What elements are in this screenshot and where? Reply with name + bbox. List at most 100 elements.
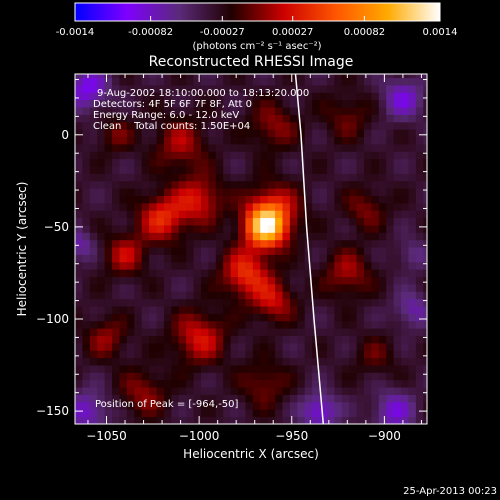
heatmap-cell <box>267 394 276 403</box>
heatmap-cell <box>75 92 83 101</box>
heatmap-cell <box>112 136 120 145</box>
heatmap-cell <box>252 202 261 211</box>
heatmap-cell <box>112 269 120 278</box>
heatmap-cell <box>223 291 232 300</box>
heatmap-cell <box>267 335 276 344</box>
heatmap-cell <box>319 188 328 196</box>
heatmap-cell <box>415 210 424 219</box>
heatmap-cell <box>223 77 232 86</box>
heatmap-cell <box>423 92 427 101</box>
heatmap-cell <box>401 372 409 381</box>
heatmap-cell <box>275 99 283 108</box>
heatmap-cell <box>275 158 283 167</box>
heatmap-cell <box>119 85 128 93</box>
annotation-clean-counts: Clean Total counts: 1.50E+04 <box>93 121 250 132</box>
heatmap-cell <box>230 92 239 101</box>
heatmap-cell <box>126 74 135 79</box>
heatmap-cell <box>371 254 380 263</box>
heatmap-cell <box>341 195 350 204</box>
heatmap-cell <box>223 394 232 403</box>
heatmap-cell <box>193 77 202 86</box>
heatmap-cell <box>364 254 372 263</box>
heatmap-cell <box>215 276 224 285</box>
heatmap-cell <box>341 320 350 329</box>
heatmap-cell <box>89 121 98 130</box>
heatmap-cell <box>126 217 135 226</box>
heatmap-cell <box>245 188 254 196</box>
heatmap-cell <box>341 85 350 93</box>
heatmap-cell <box>126 313 135 322</box>
heatmap-cell <box>289 239 298 248</box>
heatmap-cell <box>215 291 224 300</box>
heatmap-cell <box>141 210 150 219</box>
heatmap-cell <box>356 328 365 336</box>
heatmap-cell <box>386 269 395 278</box>
heatmap-cell <box>312 210 320 219</box>
heatmap-cell <box>341 114 350 123</box>
heatmap-cell <box>134 77 143 86</box>
heatmap-cell <box>245 328 254 336</box>
heatmap-cell <box>82 121 91 130</box>
heatmap-cell <box>119 195 128 204</box>
heatmap-cell <box>260 158 269 167</box>
heatmap-cell <box>371 232 380 241</box>
heatmap-cell <box>423 173 427 182</box>
heatmap-cell <box>319 365 328 373</box>
heatmap-cell <box>393 151 402 160</box>
heatmap-cell <box>89 269 98 278</box>
heatmap-cell <box>112 74 120 79</box>
heatmap-cell <box>378 166 387 174</box>
heatmap-cell <box>386 114 395 123</box>
heatmap-cell <box>141 291 150 300</box>
heatmap-cell <box>364 276 372 285</box>
heatmap-cell <box>82 306 91 314</box>
heatmap-cell <box>349 180 357 189</box>
heatmap-cell <box>97 284 106 292</box>
heatmap-cell <box>141 121 150 130</box>
heatmap-cell <box>89 335 98 344</box>
heatmap-cell <box>386 276 395 285</box>
heatmap-cell <box>119 269 128 278</box>
heatmap-cell <box>186 350 194 359</box>
heatmap-cell <box>230 306 239 314</box>
heatmap-cell <box>141 74 150 79</box>
heatmap-cell <box>104 269 113 278</box>
heatmap-cell <box>112 401 120 410</box>
heatmap-cell <box>245 401 254 410</box>
heatmap-cell <box>326 379 335 388</box>
heatmap-cell <box>260 365 269 373</box>
heatmap-cell <box>134 173 143 182</box>
heatmap-cell <box>326 387 335 395</box>
heatmap-cell <box>356 144 365 152</box>
heatmap-cell <box>178 247 187 255</box>
heatmap-cell <box>334 144 343 152</box>
heatmap-cell <box>386 335 395 344</box>
heatmap-cell <box>401 298 409 307</box>
heatmap-cell <box>89 107 98 115</box>
heatmap-cell <box>415 166 424 174</box>
heatmap-cell <box>319 357 328 366</box>
heatmap-cell <box>230 158 239 167</box>
heatmap-cell <box>119 74 128 79</box>
heatmap-cell <box>252 335 261 344</box>
heatmap-cell <box>267 92 276 101</box>
heatmap-cell <box>260 136 269 145</box>
heatmap-cell <box>408 320 417 329</box>
heatmap-cell <box>245 372 254 381</box>
heatmap-cell <box>341 92 350 101</box>
heatmap-cell <box>364 158 372 167</box>
heatmap-cell <box>349 107 357 115</box>
heatmap-cell <box>156 136 165 145</box>
heatmap-cell <box>163 158 172 167</box>
heatmap-cell <box>134 158 143 167</box>
heatmap-cell <box>238 195 246 204</box>
heatmap-cell <box>193 328 202 336</box>
heatmap-cell <box>238 121 246 130</box>
heatmap-cell <box>230 328 239 336</box>
heatmap-cell <box>282 188 291 196</box>
heatmap-cell <box>408 394 417 403</box>
heatmap-cell <box>104 254 113 263</box>
heatmap-cell <box>408 202 417 211</box>
heatmap-cell <box>126 320 135 329</box>
heatmap-cell <box>312 298 320 307</box>
